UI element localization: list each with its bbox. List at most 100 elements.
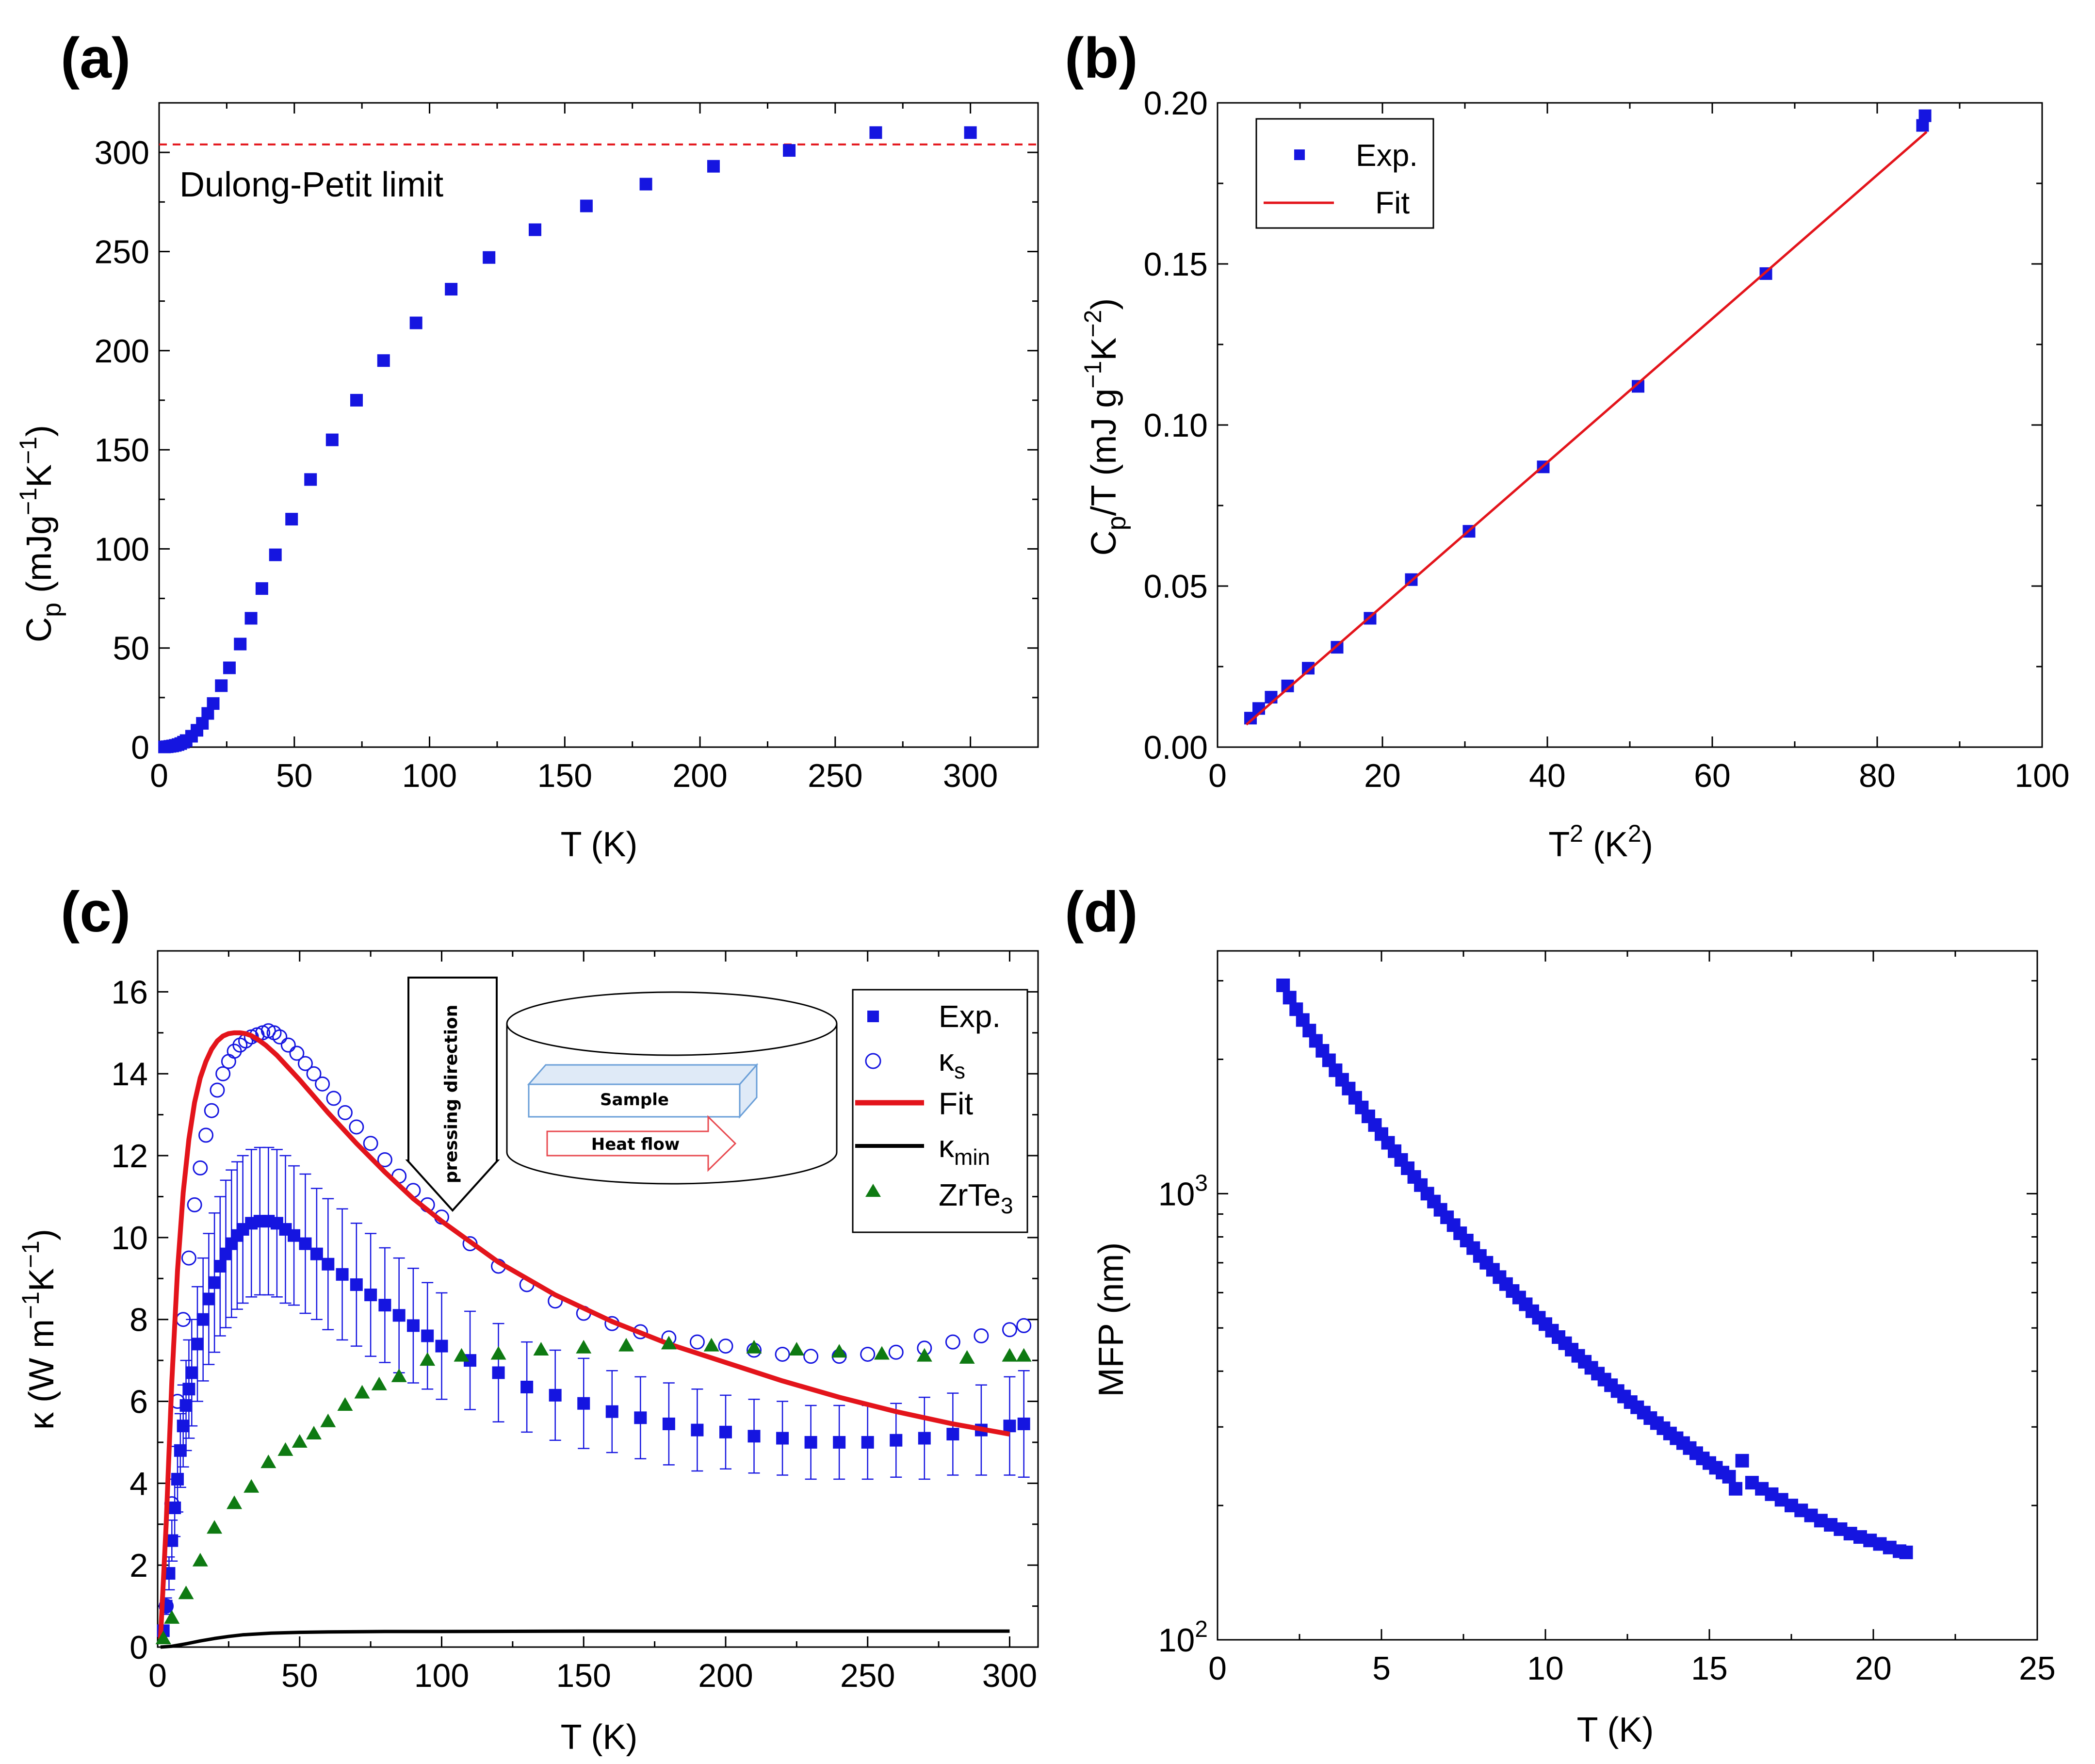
series-c-exp-point	[196, 1313, 210, 1326]
x-tick-label-c: 50	[281, 1657, 318, 1694]
inset-diagram: pressing direction Sample Heat flow	[405, 977, 838, 1212]
y-tick-base-d: 10	[1158, 1622, 1195, 1659]
legend-c-kmin-sub: min	[954, 1144, 990, 1170]
y-tick-label-a: 250	[95, 233, 149, 270]
series-c-zrte3-point	[320, 1413, 336, 1427]
y-tick-label-a: 0	[131, 729, 149, 766]
panel-a-letter: (a)	[61, 26, 130, 90]
legend-c-exp-marker	[867, 1011, 879, 1022]
panel-d: (d) T (K) MFP (nm)	[1065, 880, 1654, 1749]
y-tick-label-b: 0.10	[1144, 407, 1208, 444]
x-tick-label-d: 0	[1208, 1650, 1227, 1687]
series-c-zrte3-point	[916, 1348, 932, 1362]
x-tick-label-c: 100	[414, 1657, 469, 1694]
y-tick-label-c: 0	[130, 1629, 148, 1666]
x-tick-label-b: 80	[1859, 757, 1896, 794]
panel-c-x-axis-label: T (K)	[561, 1718, 638, 1757]
series-c-zrte3-point	[576, 1339, 592, 1354]
series-c-exp-point	[378, 1299, 391, 1312]
series-a-exp-point	[215, 679, 228, 692]
series-c-exp-point	[350, 1278, 363, 1291]
panel-a-x-axis-label: T (K)	[561, 825, 638, 864]
y-label-c-mid: K	[22, 1268, 61, 1291]
x-tick-label-a: 100	[402, 757, 457, 794]
x-label-b-main: T	[1548, 825, 1570, 864]
x-tick-label-c: 150	[556, 1657, 611, 1694]
series-c-zrte3-point	[959, 1350, 975, 1364]
x-label-b-sup: 2	[1570, 820, 1583, 847]
y-tick-label-c: 16	[111, 974, 148, 1011]
x-tick-label-b: 20	[1364, 757, 1401, 794]
plot-b: 0 20 40 60 80 100 0.00 0.05 0.10 0.15 0.20	[1144, 85, 2070, 794]
y-tick-label-d: 102	[1158, 1617, 1208, 1659]
series-c-zrte3-point	[618, 1338, 634, 1352]
legend-c-zrte3-main: ZrTe	[939, 1177, 1001, 1212]
series-b-fit-line	[1245, 131, 1928, 726]
series-c-zrte3-point	[454, 1348, 470, 1362]
y-label-c-sup2: −1	[17, 1241, 44, 1268]
series-c-zrte3-point	[155, 1631, 171, 1645]
series-c-s-point	[1016, 1318, 1032, 1333]
series-a-exp-point	[207, 697, 220, 710]
series-c-s-point	[215, 1066, 231, 1081]
y-label-b-sup2: −2	[1079, 310, 1106, 338]
series-a-exp-point	[304, 473, 317, 486]
series-a-exp-point	[639, 178, 652, 191]
series-d-mfp-point	[1729, 1482, 1743, 1496]
x-tick-label-d: 20	[1855, 1650, 1892, 1687]
series-c-zrte3-point	[337, 1397, 353, 1411]
series-c-exp-point	[392, 1309, 406, 1322]
series-c-zrte3-point	[192, 1552, 208, 1567]
series-c-s-point	[363, 1136, 378, 1151]
panel-a-y-axis-label: Cp (mJg−1K−1)	[15, 425, 66, 642]
series-c-exp-point	[1003, 1420, 1016, 1433]
series-c-s-point	[803, 1349, 819, 1364]
series-c-zrte3-point	[227, 1495, 243, 1509]
sample-label: Sample	[600, 1090, 669, 1110]
y-label-a-mid: K	[20, 464, 59, 488]
series-c-zrte3-point	[1002, 1348, 1018, 1362]
series-c-zrte3-point	[420, 1352, 436, 1366]
cylinder-top	[506, 991, 838, 1056]
panel-b-x-axis-label: T2 (K2)	[1548, 820, 1653, 864]
legend-c-ks-marker	[865, 1053, 881, 1069]
y-tick-label-a: 200	[95, 333, 149, 370]
y-tick-label-c: 4	[130, 1465, 148, 1502]
series-c-exp-point	[890, 1434, 903, 1447]
series-c-exp-point	[861, 1436, 874, 1449]
pressing-arrow	[405, 977, 500, 1212]
series-d-mfp-point	[1283, 991, 1297, 1005]
panel-b: (b) T2 (K2) Cp/T (mJ g−1K−2) Exp. Fit	[1065, 26, 1653, 864]
sample-front-face	[528, 1083, 741, 1118]
y-label-b-sub: p	[1102, 516, 1131, 530]
series-c-s-point	[377, 1152, 392, 1167]
x-tick-label-c: 200	[698, 1657, 753, 1694]
y-tick-exp-d: 3	[1195, 1170, 1208, 1196]
panel-b-letter: (b)	[1065, 26, 1138, 90]
x-tick-label-b: 100	[2014, 757, 2069, 794]
x-tick-label-b: 0	[1208, 757, 1227, 794]
y-label-c-main: κ (W m	[22, 1319, 61, 1430]
series-c-zrte3-point	[831, 1344, 847, 1358]
series-c-exp-point	[406, 1319, 420, 1332]
y-tick-label-c: 8	[130, 1302, 148, 1339]
series-c-zrte3-point	[277, 1442, 293, 1456]
series-a-exp-point	[869, 126, 882, 139]
x-tick-label-a: 150	[537, 757, 592, 794]
series-c-exp-point	[918, 1432, 931, 1445]
series-c-zrte3-point	[533, 1342, 549, 1356]
series-c-exp-point	[492, 1366, 505, 1379]
plot-a: 0 50 100 150 200 250 300 0 50 100 150 200 250 300	[95, 102, 1039, 794]
series-c-zrte3-point	[746, 1339, 762, 1354]
plot-c-frame	[157, 950, 1039, 1648]
series-c-s-point	[945, 1334, 960, 1350]
series-d-mfp-point	[1276, 978, 1290, 992]
x-tick-label-a: 0	[150, 757, 168, 794]
series-a-exp-point	[377, 354, 390, 367]
series-a-exp-point	[255, 582, 268, 595]
y-tick-label-a: 100	[95, 531, 149, 568]
panel-c: (c) T (K) κ (W m−1K−1) pressing directio…	[17, 880, 1028, 1757]
series-a-exp-point	[707, 160, 720, 173]
series-c-s-point	[1002, 1322, 1017, 1338]
series-c-zrte3-point	[244, 1479, 260, 1493]
